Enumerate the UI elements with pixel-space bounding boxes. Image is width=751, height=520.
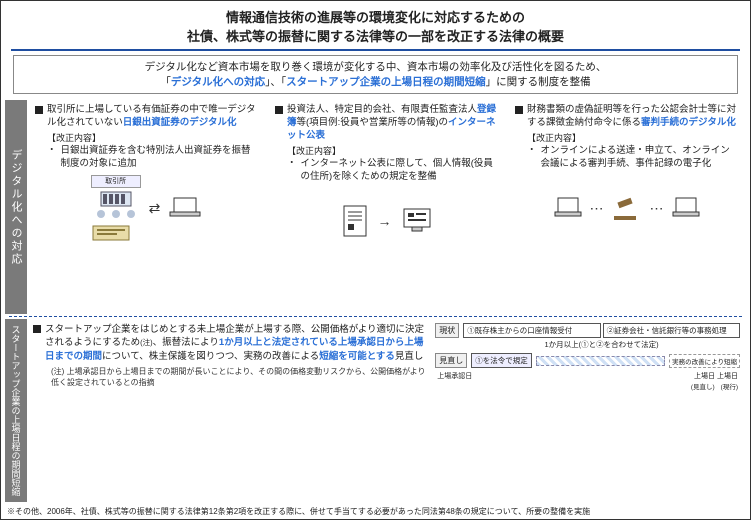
arrow-icon: →	[378, 212, 392, 231]
arrow-icon: ⋯	[650, 199, 664, 218]
page: 情報通信技術の進展等の環境変化に対応するための 社債、株式等の振替に関する法律等…	[0, 0, 751, 520]
status-current: 現状	[435, 323, 459, 338]
tab-startup: スタートアップ企業の上場日程の期間短縮	[5, 319, 27, 502]
col3-subhead: 【改正内容】	[527, 132, 738, 144]
square-icon	[35, 106, 43, 114]
intro-line1: デジタル化など資本市場を取り巻く環境が変化する中、資本市場の効率化及び活性化を図…	[22, 60, 729, 75]
col2-detail: ・インターネット公表に際して、個人情報(役員の住所)を除くための規定を整備	[287, 158, 498, 184]
box-securities: ②証券会社・信託銀行等の事務処理	[603, 323, 740, 338]
col3-bullet: 財務書類の虚偽証明等を行った公認会計士等に対する課徴金納付命令に係る審判手続のデ…	[515, 104, 738, 130]
column-1: 取引所に上場している有価証券の中で唯一デジタル化されていない日銀出資証券のデジタ…	[27, 100, 266, 314]
keyword-digital: デジタル化への対応	[171, 76, 265, 88]
shortened-bar	[536, 356, 665, 366]
upper-section: デジタル化への対応 取引所に上場している有価証券の中で唯一デジタル化されていない…	[1, 100, 750, 314]
col1-subhead: 【改正内容】	[47, 132, 258, 144]
square-icon	[275, 106, 283, 114]
exchange-label: 取引所	[91, 175, 141, 188]
intro-box: デジタル化など資本市場を取り巻く環境が変化する中、資本市場の効率化及び活性化を図…	[13, 55, 738, 94]
title-line2: 社債、株式等の振替に関する法律等の一部を改正する法律の概要	[1, 26, 750, 45]
col2-bullet: 投資法人、特定目的会社、有限責任監査法人登録簿等(項目例:役員や営業所等の情報)…	[275, 104, 498, 142]
computer-icon	[400, 207, 434, 237]
lower-diagram: 現状 ①既存株主からの口座情報受付 ②証券会社・信託銀行等の事務処理 1か月以上…	[435, 323, 740, 498]
col2-diagram: →	[275, 188, 498, 256]
column-2: 投資法人、特定目的会社、有限責任監査法人登録簿等(項目例:役員や営業所等の情報)…	[266, 100, 506, 314]
box-existing: ①既存株主からの口座情報受付	[463, 323, 600, 338]
square-icon	[33, 325, 41, 333]
section-divider	[9, 316, 742, 317]
title-block: 情報通信技術の進展等の環境変化に対応するための 社債、株式等の振替に関する法律等…	[1, 1, 750, 47]
mid-text: 1か月以上(①と②を合わせて法定)	[463, 339, 740, 350]
column-3: 財務書類の虚偽証明等を行った公認会計士等に対する課徴金納付命令に係る審判手続のデ…	[506, 100, 746, 314]
title-rule	[11, 49, 740, 51]
improve-note: 実務の改善により短縮	[669, 354, 740, 368]
upper-columns: 取引所に上場している有価証券の中で唯一デジタル化されていない日銀出資証券のデジタ…	[27, 100, 746, 314]
tl-approval: 上場承認日	[437, 371, 472, 381]
laptop-icon	[554, 196, 582, 222]
col1-detail: ・日銀出資証券を含む特別法人出資証券を振替制度の対象に追加	[47, 145, 258, 171]
law-box: ①を法令で規定	[471, 353, 532, 368]
building-icon	[91, 188, 141, 224]
arrow-icon: ⋯	[590, 199, 604, 218]
document-icon	[340, 204, 370, 240]
col2-subhead: 【改正内容】	[287, 145, 498, 157]
arrow-icon: ⇄	[149, 199, 161, 218]
lower-text: スタートアップ企業をはじめとする未上場企業が上場する際、公開価格がより適切に決定…	[33, 323, 429, 498]
footnote: ※その他、2006年、社債、株式等の振替に関する法律第12条第2項を改正する際に…	[1, 504, 750, 519]
lower-section: スタートアップ企業の上場日程の期間短縮 スタートアップ企業をはじめとする未上場企…	[1, 319, 750, 504]
keyword-startup: スタートアップ企業の上場日程の期間短縮	[286, 76, 486, 88]
laptop-icon	[168, 196, 202, 222]
status-revised: 見直し	[435, 353, 467, 368]
col3-detail: ・オンラインによる送達・申立て、オンライン会議による審判手続、事件記録の電子化	[527, 145, 738, 171]
laptop-icon	[672, 196, 700, 222]
intro-line2: 「デジタル化への対応」、「スタートアップ企業の上場日程の期間短縮」に関する制度を…	[22, 75, 729, 90]
title-line1: 情報通信技術の進展等の環境変化に対応するための	[1, 7, 750, 26]
square-icon	[515, 106, 523, 114]
col1-bullet: 取引所に上場している有価証券の中で唯一デジタル化されていない日銀出資証券のデジタ…	[35, 104, 258, 130]
tab-digital: デジタル化への対応	[5, 100, 27, 314]
col1-diagram: 取引所 ⇄	[35, 175, 258, 243]
certificate-icon	[91, 224, 131, 242]
col3-diagram: ⋯ ⋯	[515, 175, 738, 243]
lower-note: (注) 上場承認日から上場日までの期間が長いことにより、その間の価格変動リスクか…	[51, 366, 429, 388]
gavel-icon	[612, 194, 642, 224]
